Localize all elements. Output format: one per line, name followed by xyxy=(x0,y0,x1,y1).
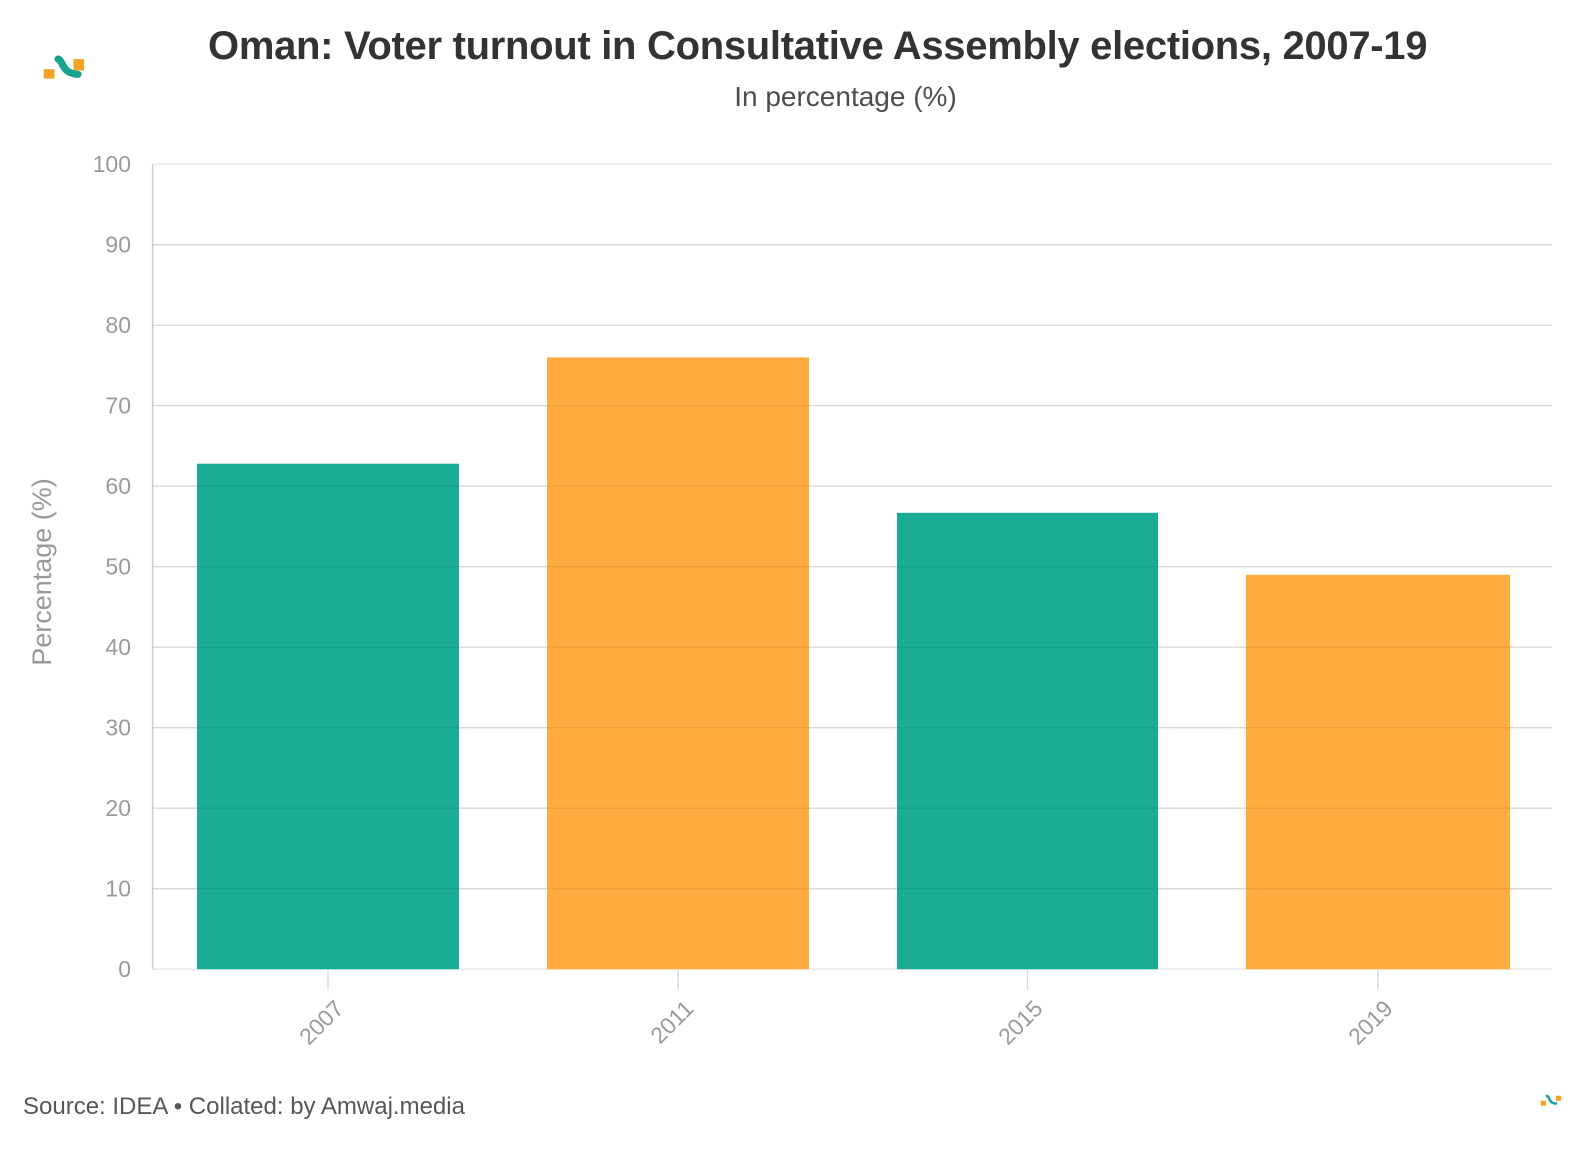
svg-text:10: 10 xyxy=(105,876,131,902)
svg-text:80: 80 xyxy=(105,312,131,338)
svg-text:2015: 2015 xyxy=(993,995,1048,1050)
svg-text:70: 70 xyxy=(105,393,131,419)
svg-text:2007: 2007 xyxy=(294,995,349,1050)
svg-text:30: 30 xyxy=(105,715,131,741)
svg-text:60: 60 xyxy=(105,473,131,499)
svg-text:0: 0 xyxy=(118,956,131,982)
svg-text:90: 90 xyxy=(105,232,131,258)
svg-text:2011: 2011 xyxy=(645,995,698,1048)
svg-text:20: 20 xyxy=(105,795,131,821)
svg-text:2019: 2019 xyxy=(1343,995,1398,1050)
svg-text:40: 40 xyxy=(105,634,131,660)
svg-text:Percentage (%): Percentage (%) xyxy=(27,478,57,666)
svg-text:100: 100 xyxy=(93,151,131,177)
svg-text:50: 50 xyxy=(105,554,131,580)
